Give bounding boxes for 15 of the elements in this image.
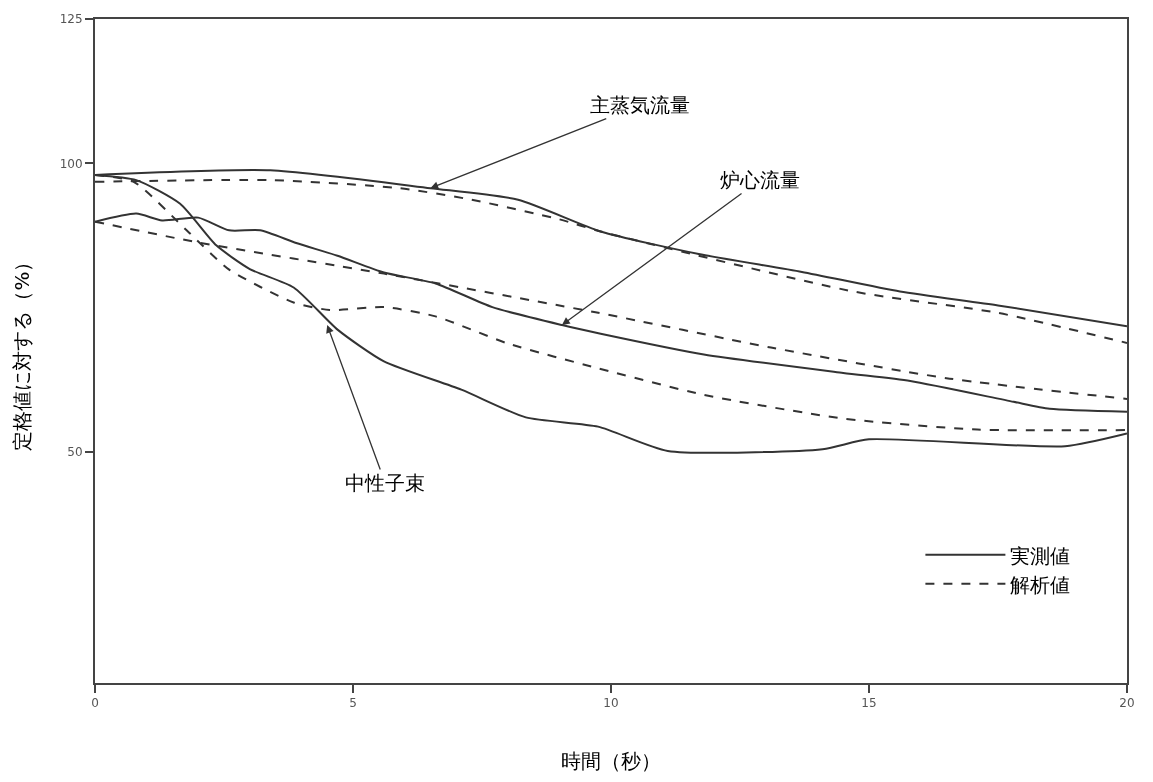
x-axis-title: 時間（秒） <box>561 749 661 774</box>
x-tick-label: 0 <box>91 696 99 711</box>
legend-label: 実測値 <box>1010 543 1071 568</box>
x-tick-label: 20 <box>1119 696 1135 711</box>
annotation: 中性子束 <box>345 471 425 495</box>
y-axis-title: 定格値に対する（%） <box>9 251 34 451</box>
y-tick-label: 125 <box>59 12 83 27</box>
y-tick-label: 100 <box>59 156 83 171</box>
annotation: 主蒸気流量 <box>590 93 690 117</box>
legend-label: 解析値 <box>1010 572 1071 597</box>
y-tick-label: 50 <box>67 445 83 460</box>
x-tick-label: 15 <box>861 696 877 711</box>
x-tick-label: 5 <box>349 696 357 711</box>
x-tick-label: 10 <box>603 696 619 711</box>
annotation: 炉心流量 <box>720 168 800 192</box>
